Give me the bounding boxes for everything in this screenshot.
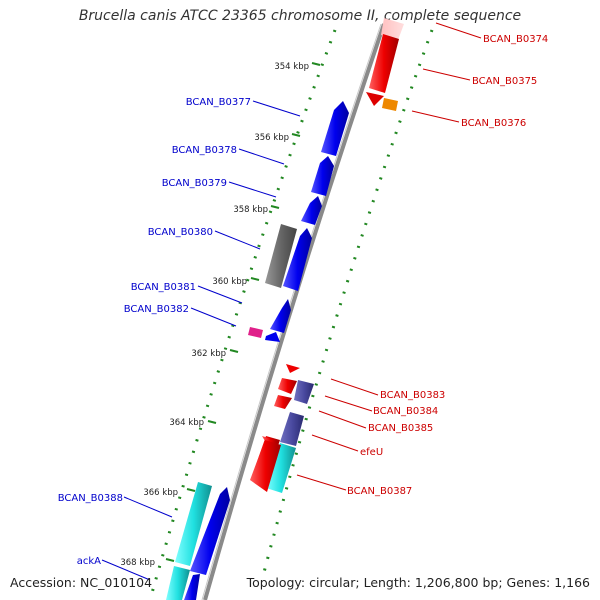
map-title: Brucella canis ATCC 23365 chromosome II,…: [78, 8, 522, 24]
gene-BCAN_B0382-arrowhead[interactable]: [265, 332, 280, 342]
label-BCAN_B0387[interactable]: BCAN_B0387: [347, 486, 412, 497]
label-BCAN_B0379[interactable]: BCAN_B0379: [162, 178, 227, 189]
tick-label-368: 368 kbp: [120, 558, 155, 568]
gene-BCAN_B0374-arrow[interactable]: [381, 18, 404, 40]
gene-BCAN_B0375-arrowhead[interactable]: [366, 92, 384, 106]
gene-efeU-feature[interactable]: [280, 412, 304, 446]
accession-text: Accession: NC_010104: [10, 575, 153, 590]
label-BCAN_B0384[interactable]: BCAN_B0384: [373, 406, 438, 417]
tick-label-366: 366 kbp: [143, 488, 178, 498]
label-BCAN_B0383[interactable]: BCAN_B0383: [380, 390, 445, 401]
gene-BCAN_B0375-arrow[interactable]: [369, 34, 399, 93]
tick-label-356: 356 kbp: [254, 133, 289, 143]
label-BCAN_B0377[interactable]: BCAN_B0377: [186, 97, 251, 108]
gene-BCAN_B0376-feature[interactable]: [382, 98, 398, 111]
gene-BCAN_B0377-arrow[interactable]: [321, 101, 349, 156]
gene-BCAN_B0383-arrow[interactable]: [278, 378, 297, 394]
gene-BCAN_B0385-arrowhead[interactable]: [262, 436, 278, 446]
gene-BCAN_B0384-arrow[interactable]: [274, 395, 292, 409]
label-efeU[interactable]: efeU: [360, 447, 383, 458]
gene-BCAN_B0387-feature[interactable]: [266, 443, 296, 493]
gene-BCAN_B0387-arrow[interactable]: [250, 440, 281, 492]
gene-BCAN_B0379-arrow[interactable]: [301, 196, 322, 225]
label-BCAN_B0385[interactable]: BCAN_B0385: [368, 423, 433, 434]
right-leader-lines: [296, 22, 482, 491]
chromosome-backbone: [203, 23, 386, 600]
tick-marks: [165, 62, 321, 562]
label-BCAN_B0378[interactable]: BCAN_B0378: [172, 145, 237, 156]
label-BCAN_B0375[interactable]: BCAN_B0375: [472, 76, 537, 87]
tick-label-354: 354 kbp: [274, 62, 309, 72]
label-BCAN_B0388[interactable]: BCAN_B0388: [58, 493, 123, 504]
label-BCAN_B0374[interactable]: BCAN_B0374: [483, 34, 548, 45]
label-ackA[interactable]: ackA: [77, 556, 101, 567]
topology-text: Topology: circular; Length: 1,206,800 bp…: [246, 575, 590, 590]
gene-BCAN_B0380-arrow[interactable]: [283, 228, 312, 291]
label-BCAN_B0376[interactable]: BCAN_B0376: [461, 118, 526, 129]
left-leader-lines: [101, 100, 301, 581]
tick-label-362: 362 kbp: [191, 349, 226, 359]
gene-BCAN_B0381-arrow[interactable]: [270, 299, 291, 333]
gene-ackA-arrow[interactable]: [184, 574, 200, 600]
gene-BCAN_B0380-pseudogene[interactable]: [265, 224, 297, 288]
outer-tick-track: [148, 29, 337, 600]
gene-BCAN_B0383-feature[interactable]: [294, 380, 314, 404]
gene-BCAN_B0378-arrow[interactable]: [311, 156, 334, 196]
gene-BCAN_B0383-arrowhead[interactable]: [286, 364, 300, 373]
gene-BCAN_B0382-feature[interactable]: [248, 327, 263, 338]
gene-BCAN_B0388-feature[interactable]: [175, 482, 212, 566]
gene-BCAN_B0388-arrow[interactable]: [190, 487, 230, 575]
tick-label-360: 360 kbp: [212, 277, 247, 287]
label-BCAN_B0381[interactable]: BCAN_B0381: [131, 282, 196, 293]
tick-label-364: 364 kbp: [169, 418, 204, 428]
gene-ackA-feature[interactable]: [166, 566, 190, 600]
tick-label-358: 358 kbp: [233, 205, 268, 215]
label-BCAN_B0382[interactable]: BCAN_B0382: [124, 304, 189, 315]
label-BCAN_B0380[interactable]: BCAN_B0380: [148, 227, 213, 238]
